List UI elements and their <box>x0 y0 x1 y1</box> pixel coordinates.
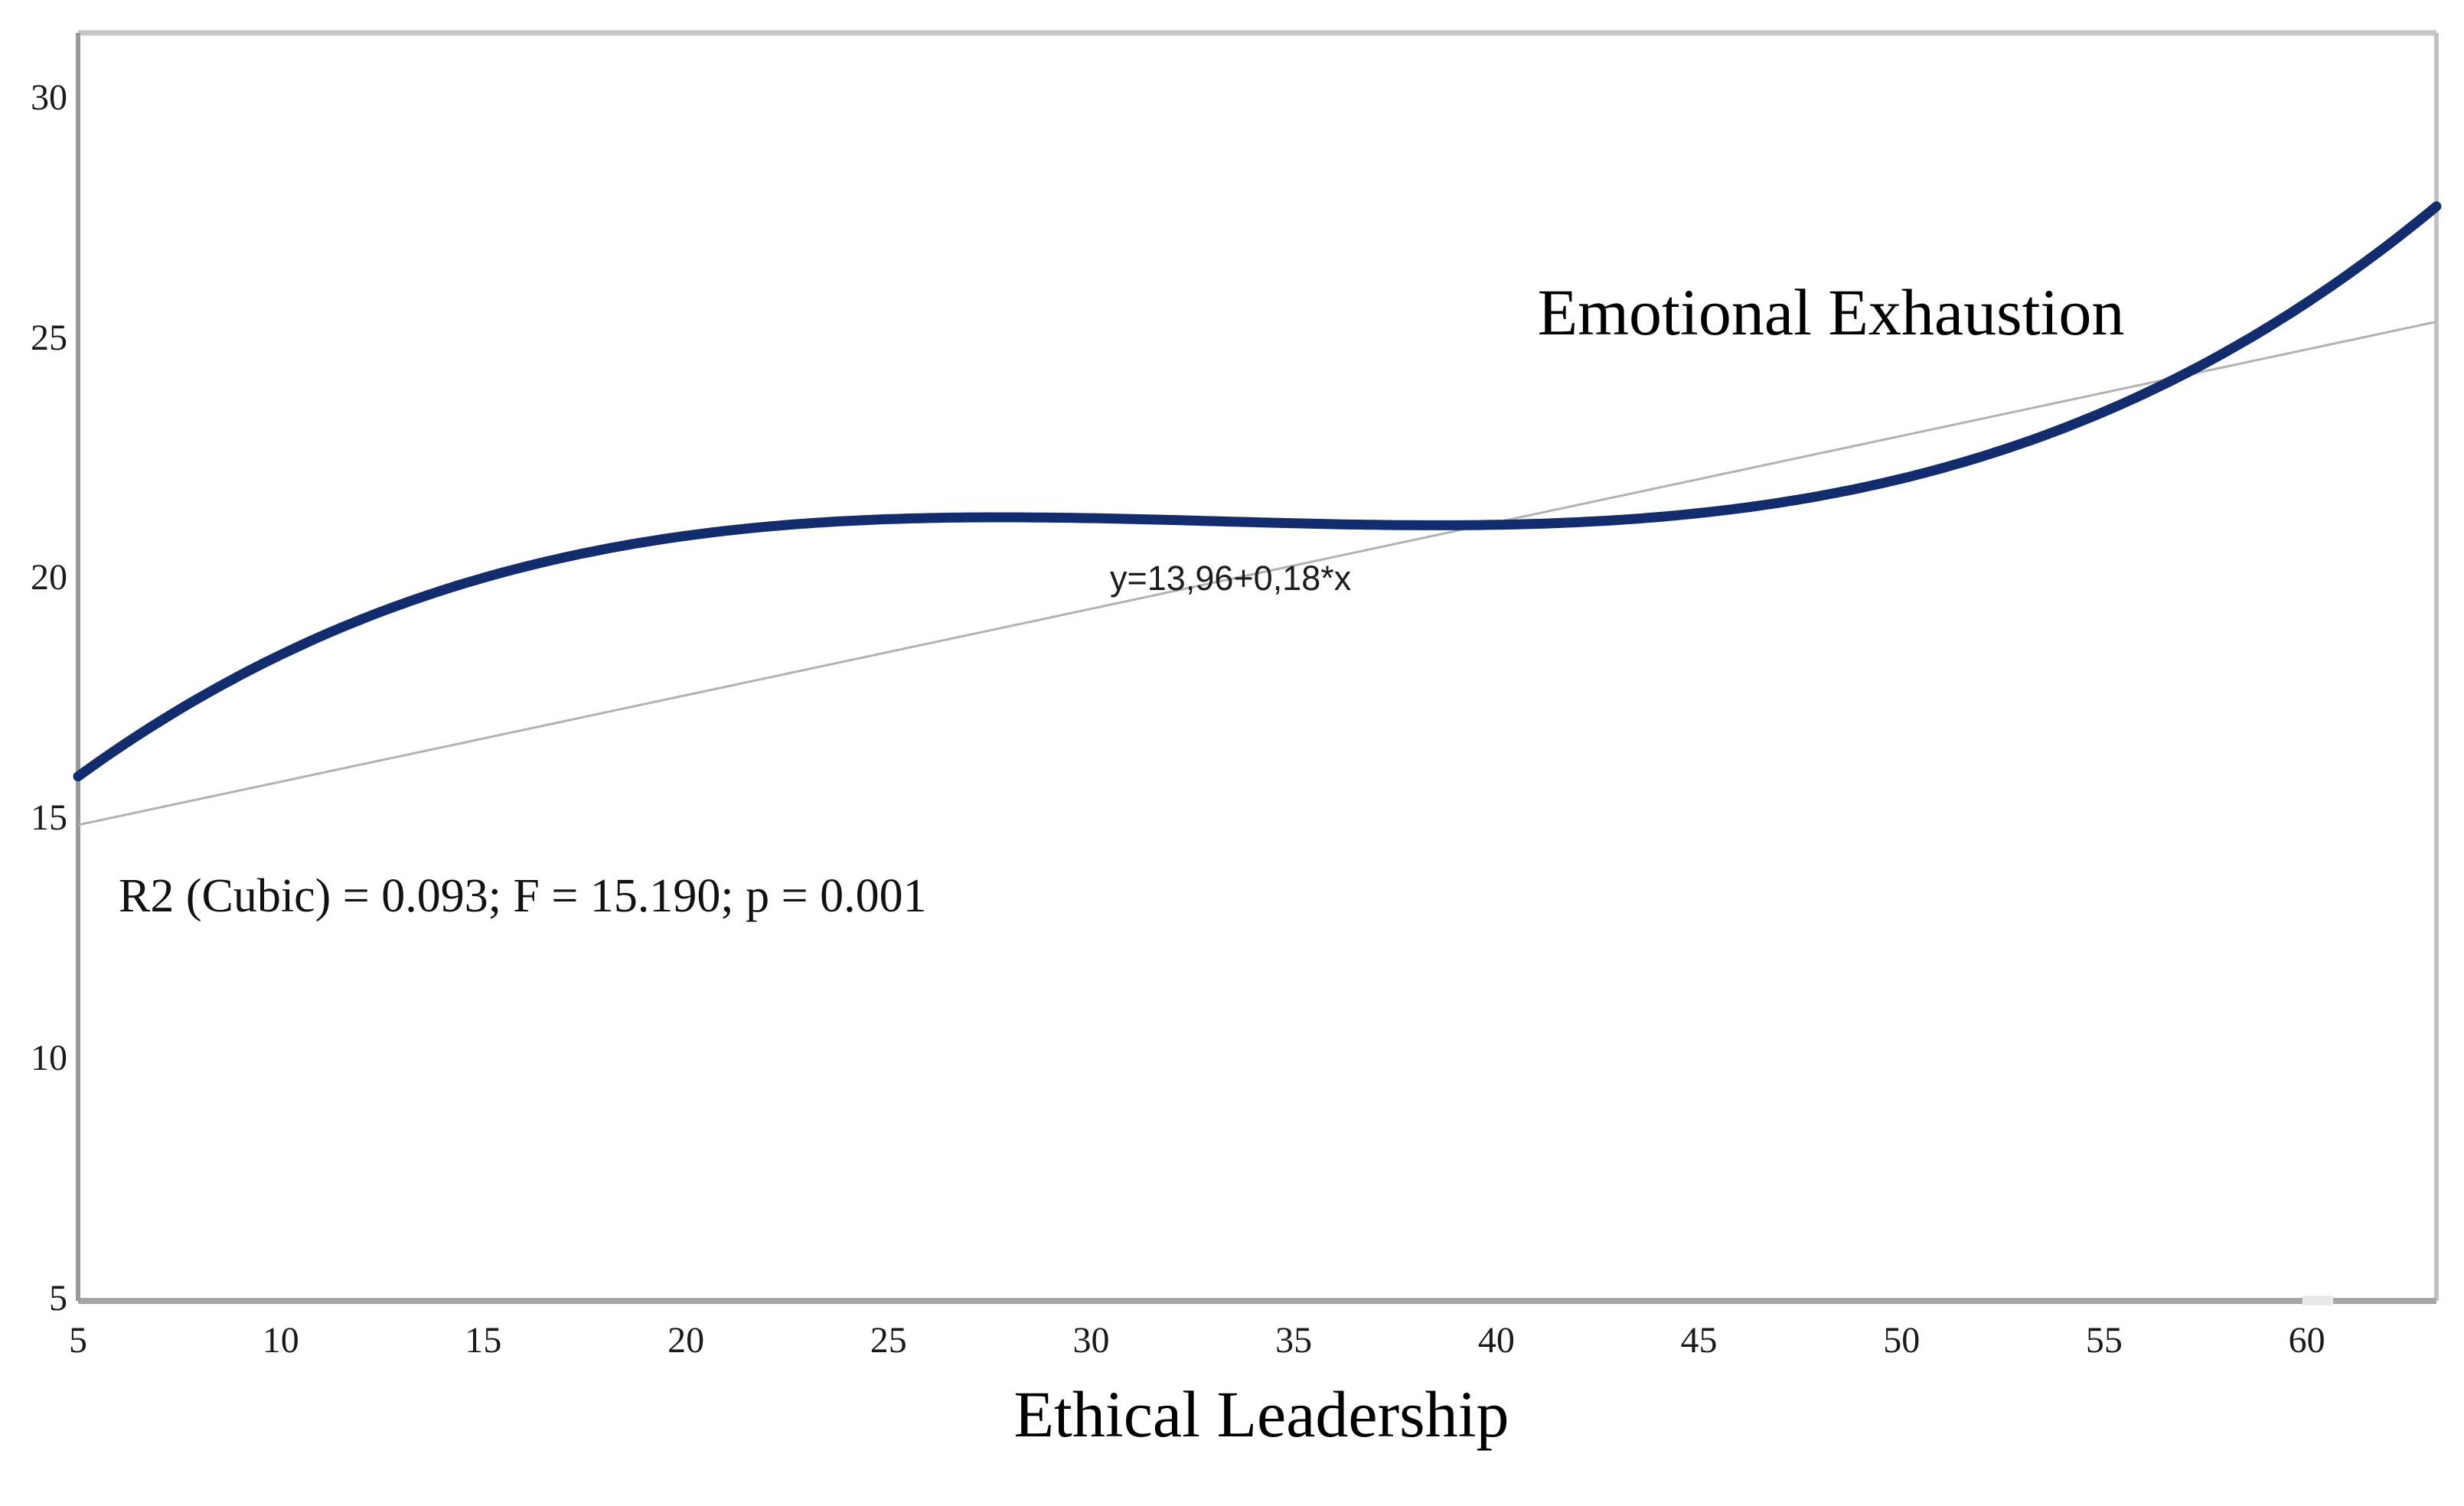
linear-equation-label: y=13,96+0,18*x <box>1110 559 1352 598</box>
linear-fit-line <box>77 321 2437 826</box>
x-tick-label: 45 <box>1680 1320 1718 1361</box>
x-tick-label: 35 <box>1275 1320 1313 1361</box>
x-tick-label: 40 <box>1477 1320 1515 1361</box>
x-tick-label: 55 <box>2085 1320 2123 1361</box>
y-tick-label: 10 <box>31 1038 67 1079</box>
fit-statistics-annotation: R2 (Cubic) = 0.093; F = 15.190; p = 0.00… <box>119 870 927 922</box>
watermark-smudge <box>2302 1296 2333 1306</box>
x-tick-label: 10 <box>262 1320 299 1361</box>
series-label-emotional-exhaustion: Emotional Exhaustion <box>1537 275 2125 349</box>
cubic-fit-curve <box>73 201 2442 782</box>
x-tick-label: 30 <box>1072 1320 1110 1361</box>
x-tick-label: 50 <box>1883 1320 1921 1361</box>
x-tick-label: 15 <box>465 1320 502 1361</box>
y-tick-label: 20 <box>31 557 67 598</box>
y-tick-label: 15 <box>31 797 67 839</box>
y-tick-label: 25 <box>31 317 67 358</box>
x-axis-title: Ethical Leadership <box>1013 1377 1509 1451</box>
x-tick-label: 20 <box>667 1320 705 1361</box>
y-tick-label: 30 <box>31 77 67 118</box>
x-tick-label: 60 <box>2288 1320 2325 1361</box>
x-tick-label: 25 <box>870 1320 907 1361</box>
y-tick-label: 5 <box>49 1277 67 1319</box>
x-tick-label: 5 <box>69 1320 87 1361</box>
